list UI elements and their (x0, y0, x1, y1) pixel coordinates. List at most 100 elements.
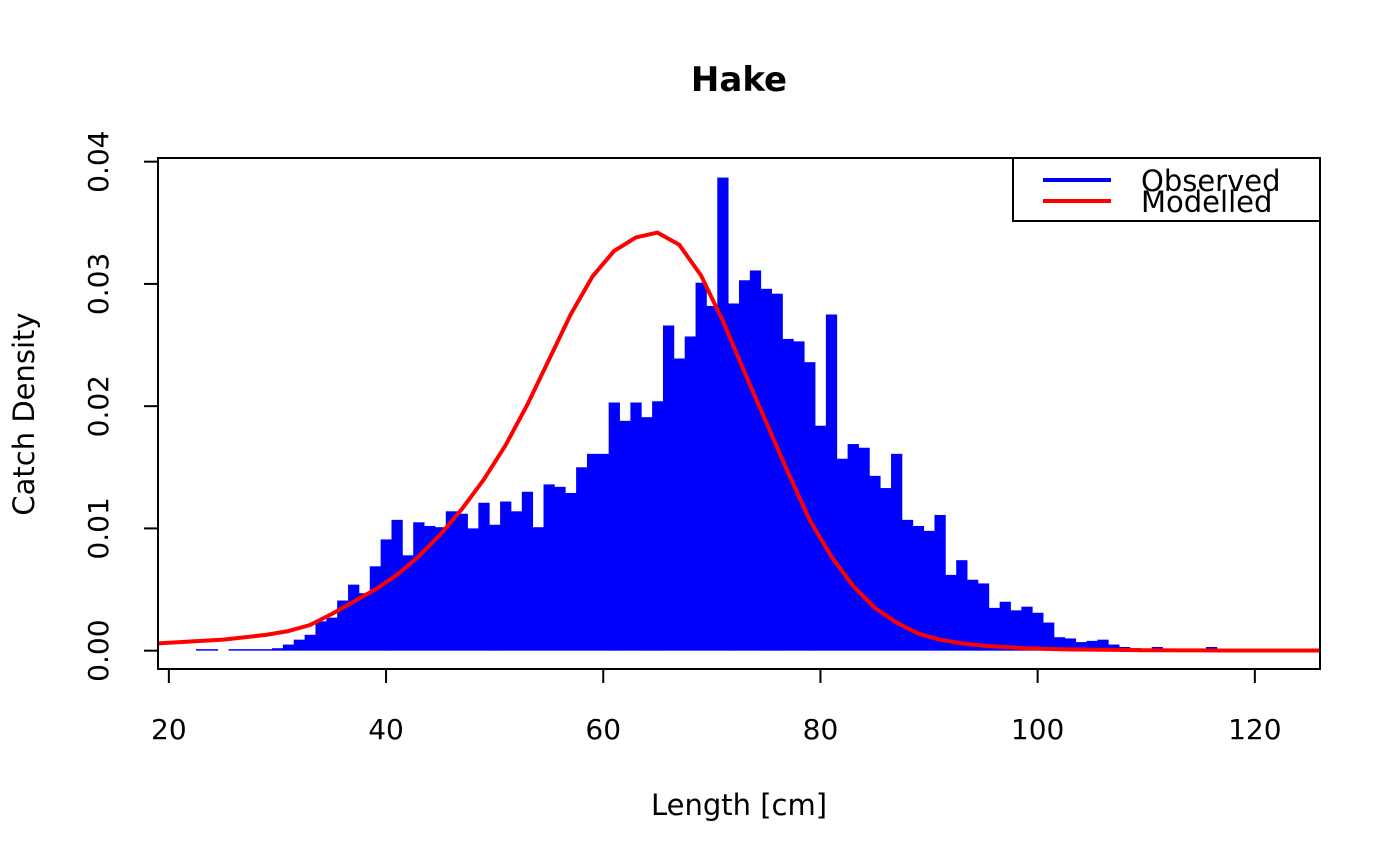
observed-bar (554, 486, 566, 651)
observed-bar (380, 539, 392, 651)
observed-bar (771, 293, 783, 651)
y-tick-label: 0.02 (82, 375, 115, 437)
observed-bar (619, 420, 631, 651)
observed-bar (641, 417, 653, 651)
observed-bar (912, 525, 925, 651)
observed-bar (261, 649, 273, 651)
observed-bar (348, 584, 360, 651)
observed-bar (652, 401, 664, 651)
observed-bar (206, 649, 219, 651)
x-tick-label: 40 (368, 713, 404, 746)
x-tick-label: 100 (1011, 713, 1064, 746)
observed-bar (717, 177, 729, 651)
x-tick-label: 60 (585, 713, 621, 746)
y-tick-label: 0.03 (82, 253, 115, 315)
legend: Observed Modelled (1012, 157, 1321, 222)
observed-bar (282, 644, 295, 651)
observed-bar (586, 453, 599, 651)
modelled-line (157, 230, 1320, 653)
observed-bar (1032, 612, 1044, 651)
observed-bar (576, 467, 588, 651)
observed-bar (684, 336, 696, 651)
observed-bar (1086, 640, 1098, 651)
observed-bar (1075, 642, 1087, 651)
legend-label-modelled: Modelled (1141, 185, 1272, 219)
observed-bar (315, 621, 327, 651)
observed-bar (337, 600, 349, 651)
observed-bar (880, 488, 892, 651)
x-tick-label: 120 (1228, 713, 1281, 746)
y-tick-label: 0.00 (82, 619, 115, 681)
observed-bar (945, 574, 957, 651)
observed-bar (272, 648, 284, 651)
legend-label-observed: Observed (1141, 164, 1281, 198)
observed-bar (956, 560, 968, 651)
observed-bar (1064, 638, 1077, 651)
y-tick-label: 0.04 (82, 130, 115, 192)
y-tick-label: 0.01 (82, 497, 115, 559)
observed-bar (1097, 639, 1109, 651)
observed-bar (196, 649, 208, 651)
legend-box (1012, 157, 1321, 222)
observed-bar (358, 593, 371, 651)
observed-bar (445, 511, 458, 651)
observed-bar (662, 325, 675, 651)
observed-bar (977, 583, 990, 651)
observed-bar (304, 634, 316, 651)
chart-title: Hake (691, 60, 787, 100)
observed-bar (597, 453, 610, 651)
observed-bar (988, 607, 1001, 651)
observed-bar (532, 527, 544, 651)
observed-bar (825, 314, 838, 651)
observed-bar (847, 444, 859, 651)
observed-bar (326, 617, 338, 651)
observed-bar (369, 566, 382, 651)
observed-bar (467, 528, 479, 651)
observed-bar (782, 338, 794, 651)
observed-bars (196, 177, 1229, 651)
x-axis-label: Length [cm] (651, 788, 827, 822)
observed-bar (728, 303, 740, 651)
observed-bar (858, 447, 870, 651)
observed-bar (999, 601, 1011, 651)
observed-bar (608, 402, 620, 651)
observed-bar (706, 305, 718, 651)
x-tick-label: 80 (803, 713, 839, 746)
observed-bar (565, 492, 577, 651)
observed-bar (510, 511, 523, 651)
observed-bar (228, 649, 240, 651)
observed-bar (250, 649, 262, 651)
observed-bar (739, 280, 751, 651)
observed-bar (967, 579, 979, 651)
observed-bar (1108, 644, 1120, 651)
observed-bar (836, 458, 848, 651)
observed-bar (760, 288, 772, 651)
y-axis: 0.00 0.01 0.02 0.03 0.04 (82, 130, 159, 682)
observed-bar (673, 358, 686, 651)
observed-bar (489, 524, 501, 651)
observed-bar (521, 491, 534, 651)
observed-bar (424, 525, 436, 651)
observed-bar (239, 649, 251, 651)
observed-bar (1010, 610, 1022, 651)
observed-bar (891, 453, 903, 651)
observed-bar (456, 513, 468, 651)
observed-bar (695, 282, 707, 651)
observed-bar (749, 270, 762, 651)
observed-bar (293, 639, 306, 651)
x-tick-label: 20 (151, 713, 187, 746)
observed-bar (934, 514, 946, 651)
observed-bar (402, 555, 414, 651)
observed-bar (869, 475, 881, 651)
observed-bar (434, 527, 447, 651)
observed-bar (543, 484, 555, 651)
observed-bar (630, 402, 642, 651)
x-axis: 20 40 60 80 100 120 (151, 668, 1282, 746)
observed-bar (1021, 606, 1033, 651)
observed-bar (500, 501, 512, 651)
observed-bar (1053, 637, 1066, 651)
observed-bar (413, 522, 425, 651)
observed-bar (901, 519, 914, 651)
observed-bar (804, 362, 816, 651)
